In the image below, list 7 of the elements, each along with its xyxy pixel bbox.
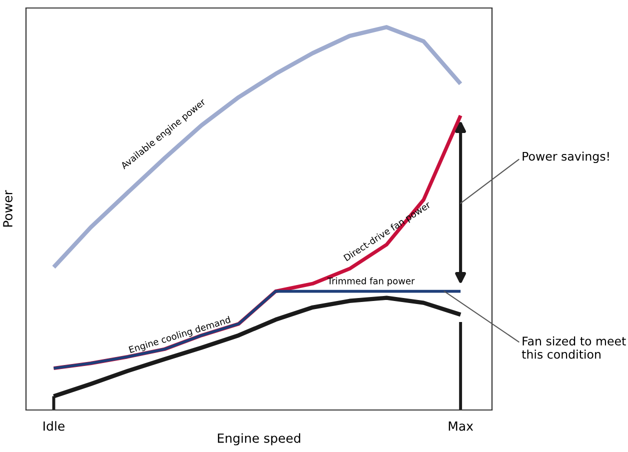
- x-tick-label: Max: [448, 421, 474, 431]
- annotation: Trimmed fan power: [327, 277, 415, 286]
- x-axis-title: Engine speed: [218, 433, 300, 446]
- y-axis-title: Power: [3, 190, 12, 227]
- text: Power savings!: [522, 152, 609, 164]
- text: Fan sized to meet this condition: [522, 336, 626, 359]
- x-tick-label: Idle: [44, 421, 64, 431]
